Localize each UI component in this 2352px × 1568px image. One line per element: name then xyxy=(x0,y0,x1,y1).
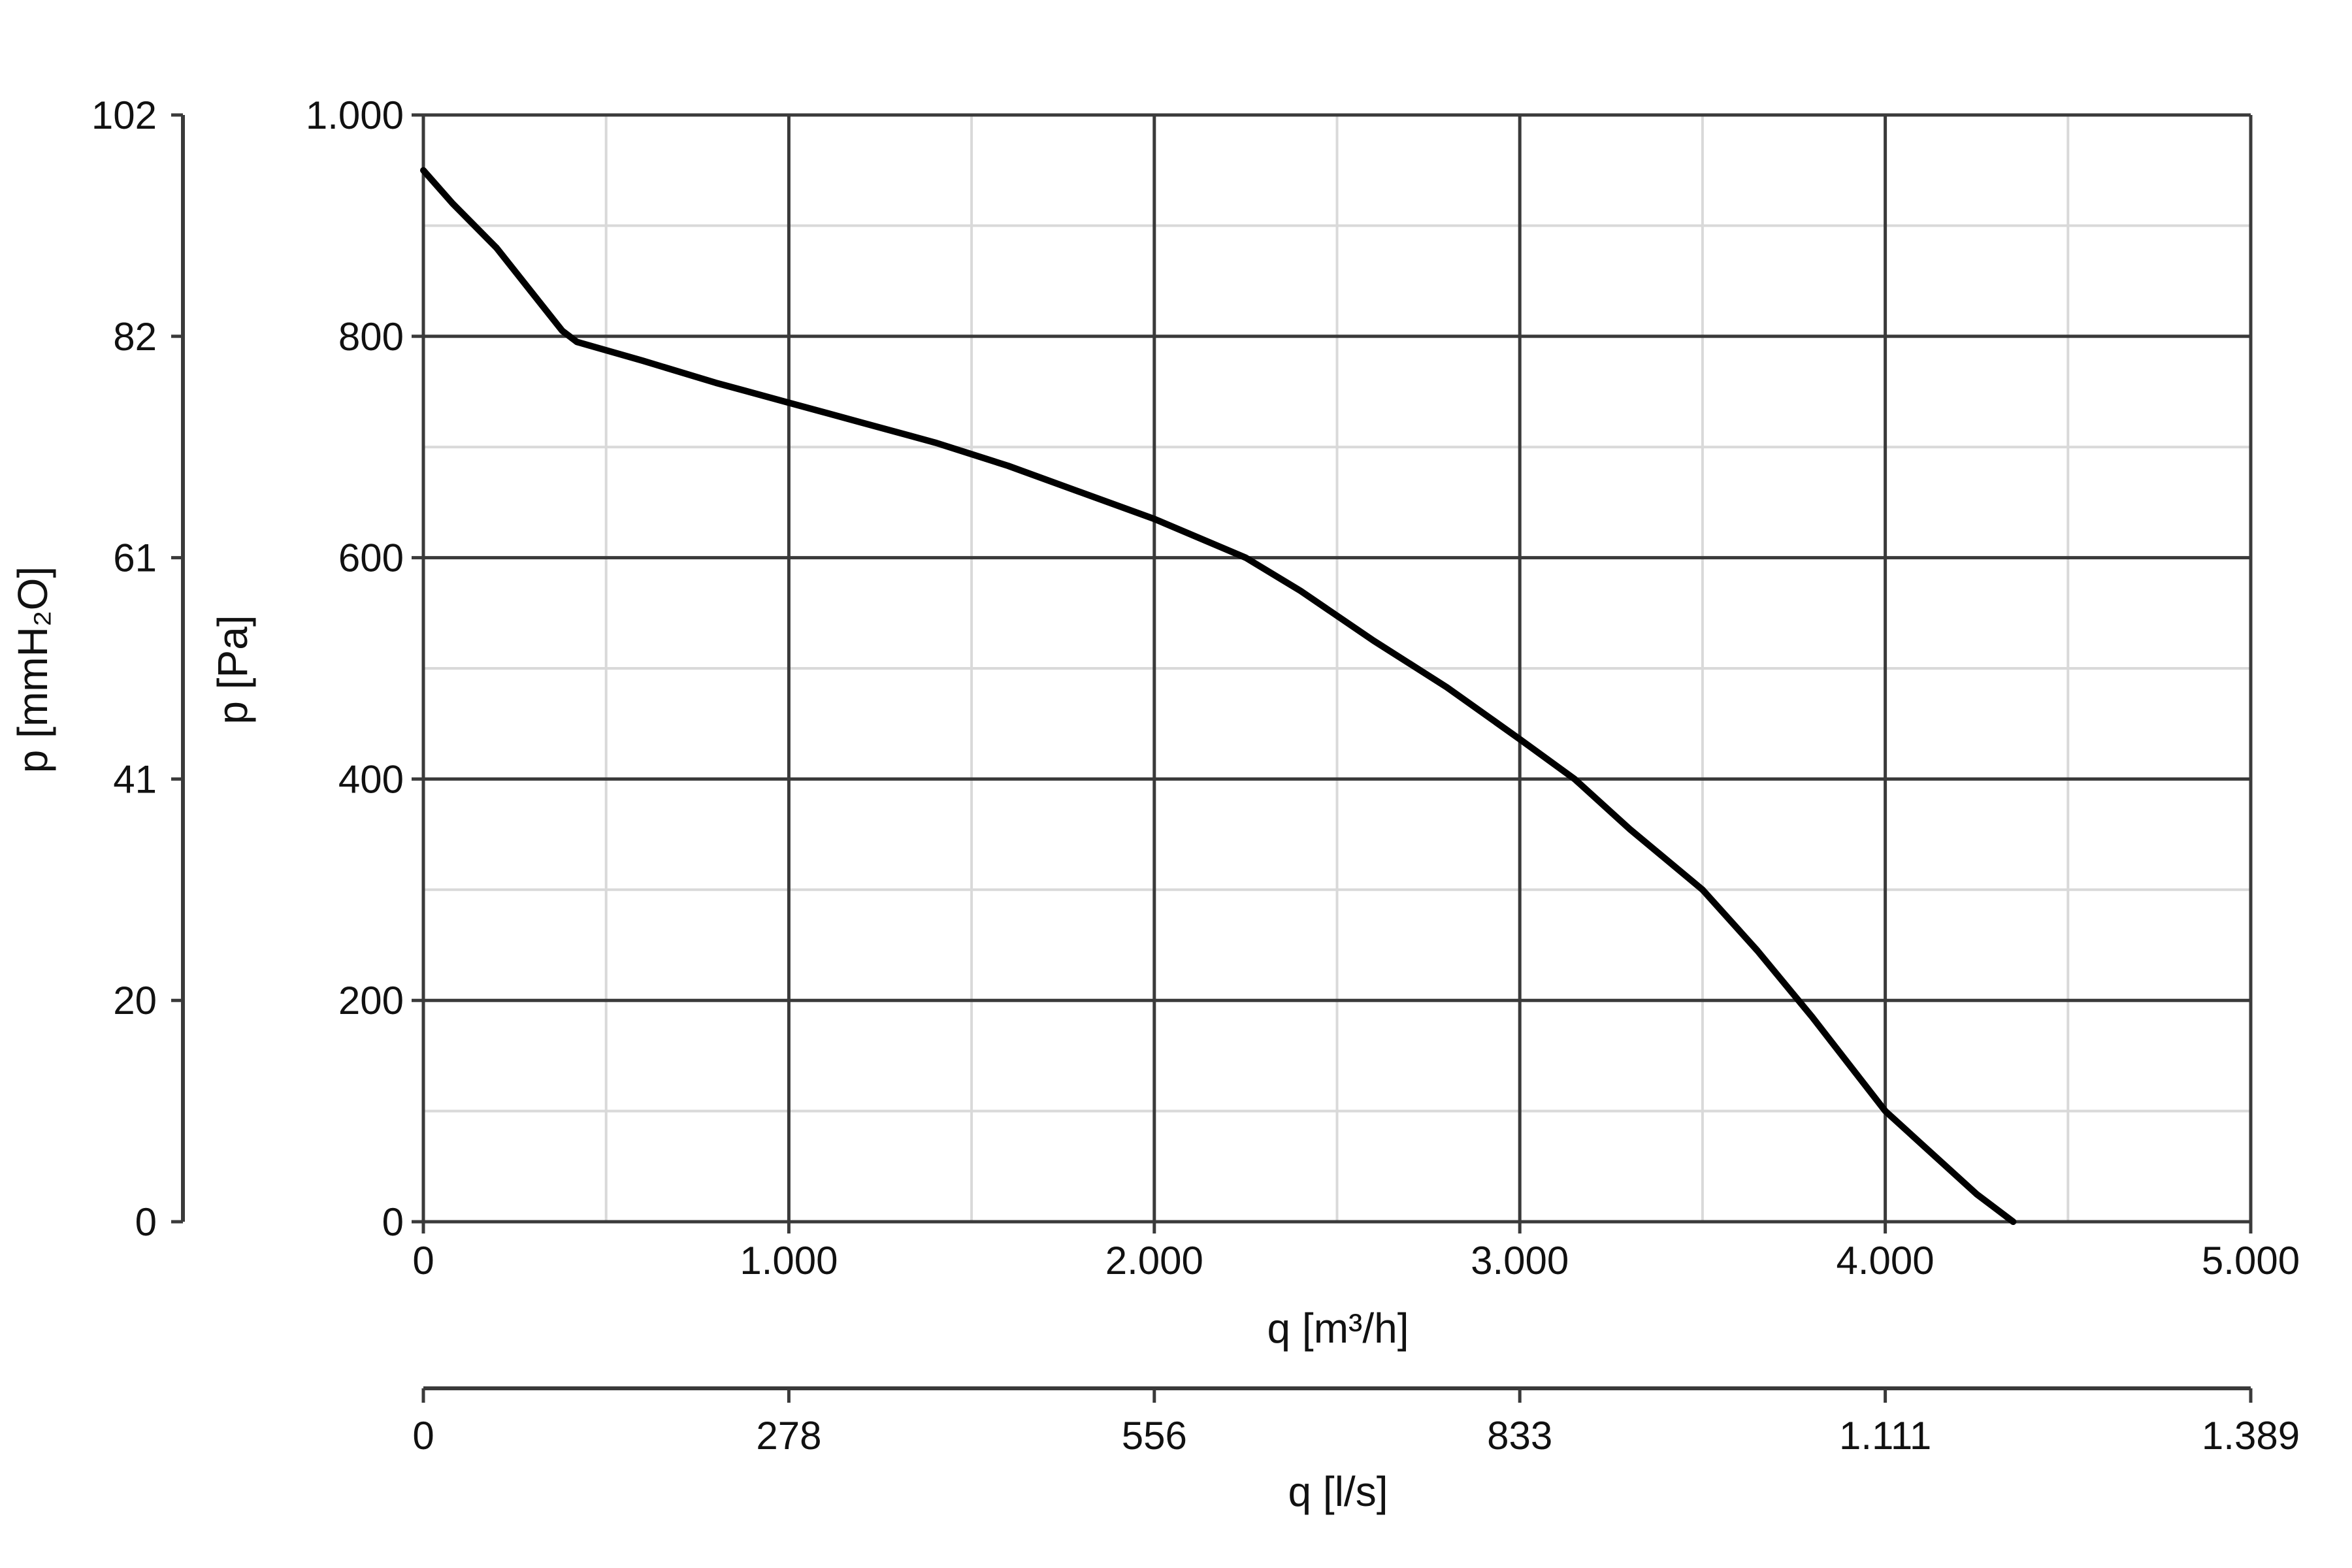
y2-tick-label: 102 xyxy=(91,93,157,137)
y-tick-label: 0 xyxy=(382,1200,404,1244)
x-tick-label: 3.000 xyxy=(1471,1239,1569,1282)
y2-tick-label: 61 xyxy=(113,536,157,580)
x-tick-label: 2.000 xyxy=(1105,1239,1203,1282)
x-axis-title: q [m³/h] xyxy=(1267,1305,1409,1352)
x-tick-label: 1.000 xyxy=(740,1239,838,1282)
x2-tick-label: 556 xyxy=(1122,1414,1187,1458)
major-grid xyxy=(421,113,2253,1224)
axes: 0 1.000 2.000 3.000 4.000 5.00002004006008001… xyxy=(91,93,2300,1458)
x2-tick-label: 1.389 xyxy=(2202,1414,2300,1458)
labels: q [m³/h] q [l/s] p [Pa] p [mmH₂O] xyxy=(9,566,1409,1515)
y-tick-label: 400 xyxy=(338,757,404,801)
y-tick-label: 600 xyxy=(338,536,404,580)
x-tick-label: 0 xyxy=(412,1239,434,1282)
y2-tick-label: 0 xyxy=(135,1200,157,1244)
x-tick-label: 5.000 xyxy=(2202,1239,2300,1282)
x2-tick-label: 0 xyxy=(412,1414,434,1458)
x2-tick-label: 1.111 xyxy=(1839,1414,1931,1458)
x2-axis-title: q [l/s] xyxy=(1288,1468,1388,1515)
x2-tick-label: 278 xyxy=(756,1414,821,1458)
y-tick-label: 200 xyxy=(338,979,404,1022)
x-tick-label: 4.000 xyxy=(1837,1239,1935,1282)
y2-tick-label: 41 xyxy=(113,757,157,801)
y2-axis-title: p [mmH₂O] xyxy=(9,566,56,773)
y-tick-label: 1.000 xyxy=(306,93,404,137)
series-layer xyxy=(420,167,2017,1225)
y-tick-label: 800 xyxy=(338,315,404,359)
x2-tick-label: 833 xyxy=(1487,1414,1552,1458)
y2-tick-label: 20 xyxy=(113,979,157,1022)
y-axis-title: p [Pa] xyxy=(209,615,256,724)
minor-grid xyxy=(423,115,2251,1222)
y2-tick-label: 82 xyxy=(113,315,157,359)
series-line-0 xyxy=(420,167,2017,1225)
